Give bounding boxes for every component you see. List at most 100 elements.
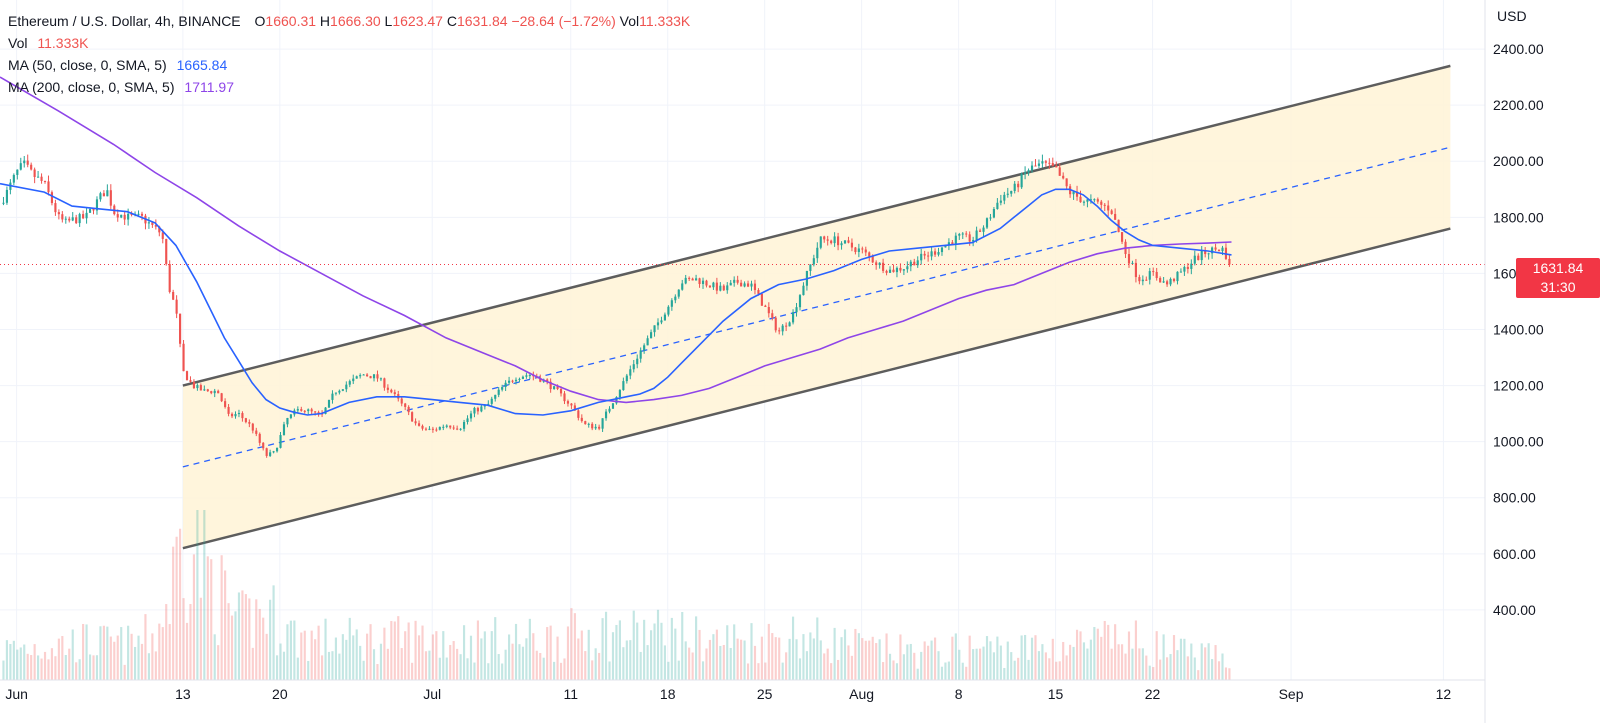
candle-body [310,409,313,412]
ma200-legend-row[interactable]: MA (200, close, 0, SMA, 5) 1711.97 [8,76,690,98]
candle-body [300,409,303,411]
candle-body [622,381,625,391]
volume-bar [196,510,199,680]
volume-bar [1086,648,1089,680]
volume-bar [5,640,8,680]
candle-body [674,296,677,301]
candle-body [50,192,54,204]
candle-body [753,283,757,291]
candle-body [598,426,601,429]
ma50-legend-row[interactable]: MA (50, close, 0, SMA, 5) 1665.84 [8,54,690,76]
candle-body [632,364,635,370]
parallel-channel[interactable] [182,64,1451,550]
candle-body [1024,172,1027,174]
volume-bar [71,629,74,680]
candle-body [539,378,542,382]
volume-bar [632,610,635,680]
symbol-title[interactable]: Ethereum / U.S. Dollar, 4h, BINANCE [8,13,241,29]
time-tick-label: Aug [849,686,874,702]
candle-body [435,429,438,431]
volume-bar [88,654,92,680]
candle-body [954,235,957,245]
volume-bar [230,615,234,680]
volume-bar [701,661,705,680]
candle-body [1072,191,1075,195]
volume-bar [539,652,542,680]
candle-body [774,317,777,331]
open-value: 1660.31 [265,13,317,29]
volume-bar [882,662,885,680]
candle-body [106,190,109,197]
volume-bar [698,629,701,680]
candle-body [688,277,691,279]
candle-body [1148,271,1151,280]
candle-body [1048,162,1051,164]
volume-bar [428,650,431,680]
candle-body [203,389,206,391]
volume-bar [643,619,646,680]
candle-body [265,448,268,456]
volume-bar [1072,646,1075,680]
volume-bar [109,636,112,680]
candle-body [393,392,396,395]
candle-body [767,307,770,314]
candle-body [1204,250,1207,255]
volume-bar [359,645,362,680]
volume-bar [840,637,843,680]
volume-bar [213,634,216,680]
time-tick-label: 20 [272,686,288,702]
candle-body [923,253,926,256]
candle-body [1221,247,1224,252]
volume-legend-row[interactable]: Vol 11.333K [8,32,690,54]
ma50-line [0,182,1232,416]
candle-body [282,424,286,436]
candle-body [611,403,615,409]
candle-body [514,379,518,382]
candle-body [469,413,473,419]
volume-bar [16,649,19,680]
candle-body [985,218,989,228]
candle-body [757,290,760,294]
volume-bar [660,622,663,680]
volume-bar [750,623,753,680]
candle-body [906,266,909,270]
volume-bar [1204,647,1207,680]
volume-bar [320,655,324,680]
volume-bar [366,633,369,680]
volume-bar [930,640,933,680]
volume-bar [878,639,881,680]
volume-bar [1055,661,1058,680]
candle-body [861,248,864,250]
volume-bar [1124,653,1127,680]
volume-bar [275,655,279,680]
candle-body [556,386,559,390]
candle-body [677,289,680,297]
candle-body [497,389,500,395]
volume-bar [12,640,15,680]
volume-bar [1145,655,1148,680]
time-axis[interactable]: Jun 13 20 Jul 11 18 25 Aug 8 15 22 Sep 12 [0,679,1485,702]
volume-bar [310,630,313,680]
header-vol-label: Vol [619,13,640,29]
volume-bar [566,626,570,680]
time-tick-label: Sep [1279,686,1304,702]
candle-body [933,251,937,255]
candle-body [553,386,556,390]
candle-body [812,258,815,265]
candle-body [518,378,521,380]
volume-bar [653,623,656,680]
volume-bar [968,635,971,680]
candle-body [303,410,306,412]
candle-body [40,176,43,181]
volume-bar [823,653,826,680]
volume-bar [1214,645,1217,680]
price-axis[interactable]: USD 2400.002200.002000.001800.001600.001… [1484,0,1544,723]
candle-body [206,389,209,392]
candle-body [809,264,812,271]
candle-body [1200,250,1203,261]
volume-bar [400,648,403,680]
volume-bar [442,631,445,680]
volume-bar [376,664,379,680]
candle-body [1138,277,1141,282]
